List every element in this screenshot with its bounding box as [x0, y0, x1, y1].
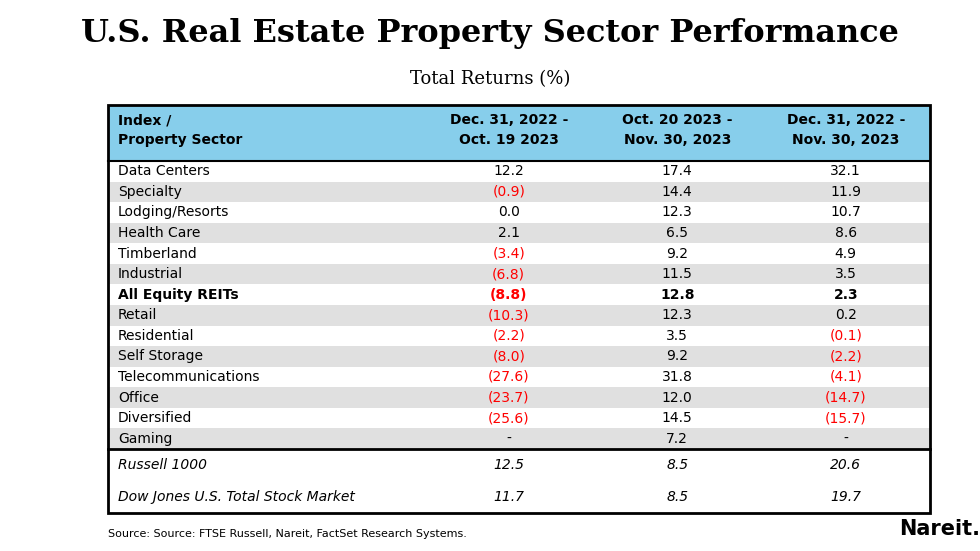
Text: 2.1: 2.1 — [498, 226, 519, 240]
Text: -: - — [844, 432, 848, 446]
Text: Retail: Retail — [118, 309, 158, 322]
Text: Lodging/Resorts: Lodging/Resorts — [118, 206, 229, 219]
Bar — [108, 449, 930, 481]
Text: 8.5: 8.5 — [666, 458, 688, 472]
Text: Self Storage: Self Storage — [118, 349, 203, 364]
Text: (23.7): (23.7) — [488, 391, 529, 404]
Bar — [108, 326, 930, 346]
Text: Health Care: Health Care — [118, 226, 200, 240]
Text: 4.9: 4.9 — [835, 246, 857, 261]
Text: 20.6: 20.6 — [830, 458, 861, 472]
Text: (8.8): (8.8) — [490, 288, 527, 302]
Text: 0.2: 0.2 — [835, 309, 857, 322]
Text: 12.3: 12.3 — [662, 206, 693, 219]
Text: Nov. 30, 2023: Nov. 30, 2023 — [623, 133, 731, 147]
Text: Nov. 30, 2023: Nov. 30, 2023 — [792, 133, 900, 147]
Bar — [108, 223, 930, 244]
Text: 19.7: 19.7 — [830, 490, 861, 504]
Text: Russell 1000: Russell 1000 — [118, 458, 207, 472]
Text: Gaming: Gaming — [118, 432, 172, 446]
Text: 14.5: 14.5 — [662, 411, 693, 425]
Text: Total Returns (%): Total Returns (%) — [410, 70, 570, 88]
Text: 32.1: 32.1 — [830, 164, 861, 179]
Text: Timberland: Timberland — [118, 246, 197, 261]
Text: Nareit.: Nareit. — [899, 519, 980, 539]
Text: (25.6): (25.6) — [488, 411, 529, 425]
Text: 3.5: 3.5 — [835, 267, 857, 281]
Bar — [108, 105, 930, 161]
Text: 8.6: 8.6 — [835, 226, 857, 240]
Text: 14.4: 14.4 — [662, 185, 693, 199]
Bar — [108, 481, 930, 513]
Text: Dec. 31, 2022 -: Dec. 31, 2022 - — [450, 113, 568, 127]
Text: Data Centers: Data Centers — [118, 164, 210, 179]
Text: 11.5: 11.5 — [662, 267, 693, 281]
Text: 12.3: 12.3 — [662, 309, 693, 322]
Text: (0.9): (0.9) — [492, 185, 525, 199]
Text: Index /: Index / — [118, 113, 172, 127]
Text: All Equity REITs: All Equity REITs — [118, 288, 238, 302]
Bar — [108, 387, 930, 408]
Bar — [108, 105, 930, 513]
Text: 11.7: 11.7 — [493, 490, 524, 504]
Text: 12.0: 12.0 — [662, 391, 693, 404]
Bar — [108, 182, 930, 202]
Text: (0.1): (0.1) — [829, 329, 862, 343]
Text: Source: Source: FTSE Russell, Nareit, FactSet Research Systems.: Source: Source: FTSE Russell, Nareit, Fa… — [108, 529, 466, 539]
Bar — [108, 408, 930, 429]
Text: 12.2: 12.2 — [493, 164, 524, 179]
Bar — [108, 244, 930, 264]
Text: 31.8: 31.8 — [662, 370, 693, 384]
Text: (6.8): (6.8) — [492, 267, 525, 281]
Text: (2.2): (2.2) — [829, 349, 862, 364]
Text: (27.6): (27.6) — [488, 370, 529, 384]
Text: 8.5: 8.5 — [666, 490, 688, 504]
Bar — [108, 346, 930, 367]
Text: Property Sector: Property Sector — [118, 133, 242, 147]
Text: 3.5: 3.5 — [666, 329, 688, 343]
Text: 2.3: 2.3 — [833, 288, 858, 302]
Bar — [108, 429, 930, 449]
Text: 6.5: 6.5 — [666, 226, 688, 240]
Text: Diversified: Diversified — [118, 411, 192, 425]
Text: (4.1): (4.1) — [829, 370, 862, 384]
Text: Industrial: Industrial — [118, 267, 183, 281]
Text: Telecommunications: Telecommunications — [118, 370, 260, 384]
Text: Specialty: Specialty — [118, 185, 182, 199]
Text: Office: Office — [118, 391, 159, 404]
Text: (8.0): (8.0) — [492, 349, 525, 364]
Bar — [108, 202, 930, 223]
Bar — [108, 284, 930, 305]
Text: 0.0: 0.0 — [498, 206, 519, 219]
Text: (10.3): (10.3) — [488, 309, 529, 322]
Text: 9.2: 9.2 — [666, 349, 688, 364]
Text: Residential: Residential — [118, 329, 194, 343]
Text: 11.9: 11.9 — [830, 185, 861, 199]
Text: U.S. Real Estate Property Sector Performance: U.S. Real Estate Property Sector Perform… — [81, 18, 899, 49]
Text: 12.8: 12.8 — [660, 288, 695, 302]
Bar — [108, 264, 930, 284]
Bar — [108, 367, 930, 387]
Text: (2.2): (2.2) — [492, 329, 525, 343]
Text: Oct. 20 2023 -: Oct. 20 2023 - — [622, 113, 732, 127]
Text: 12.5: 12.5 — [493, 458, 524, 472]
Bar — [108, 161, 930, 182]
Text: Oct. 19 2023: Oct. 19 2023 — [459, 133, 559, 147]
Text: Dow Jones U.S. Total Stock Market: Dow Jones U.S. Total Stock Market — [118, 490, 355, 504]
Text: Dec. 31, 2022 -: Dec. 31, 2022 - — [787, 113, 905, 127]
Text: (14.7): (14.7) — [825, 391, 866, 404]
Text: 7.2: 7.2 — [666, 432, 688, 446]
Text: 9.2: 9.2 — [666, 246, 688, 261]
Text: -: - — [507, 432, 512, 446]
Text: 10.7: 10.7 — [830, 206, 861, 219]
Text: (15.7): (15.7) — [825, 411, 866, 425]
Bar — [108, 305, 930, 326]
Text: 17.4: 17.4 — [662, 164, 693, 179]
Text: (3.4): (3.4) — [492, 246, 525, 261]
